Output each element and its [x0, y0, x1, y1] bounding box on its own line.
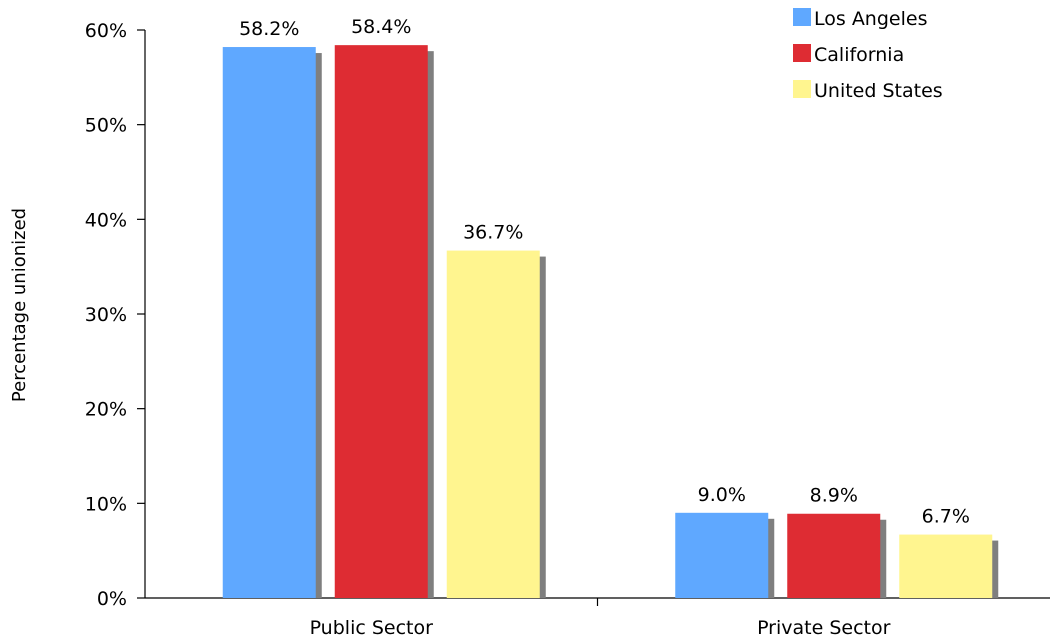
bar-california [334, 45, 428, 598]
bar-united-states [899, 534, 993, 598]
data-label: 58.4% [351, 16, 411, 38]
bar-los-angeles [222, 47, 316, 599]
y-tick-label: 20% [85, 399, 127, 421]
bar-california [787, 513, 881, 598]
y-tick-label: 50% [85, 115, 127, 137]
legend-label: California [814, 44, 904, 66]
legend-label: United States [814, 80, 943, 102]
data-label: 9.0% [698, 484, 746, 506]
legend-label: Los Angeles [814, 8, 927, 30]
y-axis-title: Percentage unionized [9, 208, 30, 402]
data-label: 6.7% [922, 506, 970, 528]
data-label: 36.7% [463, 222, 523, 244]
data-label: 58.2% [239, 18, 299, 40]
data-label: 8.9% [810, 485, 858, 507]
y-tick-label: 60% [85, 20, 127, 42]
bar-los-angeles [675, 512, 769, 598]
y-tick-label: 40% [85, 209, 127, 231]
legend-swatch [793, 80, 811, 98]
y-tick-label: 0% [97, 588, 127, 610]
y-tick-label: 10% [85, 493, 127, 515]
y-tick-label: 30% [85, 304, 127, 326]
x-category-label: Private Sector [757, 617, 891, 639]
legend-swatch [793, 44, 811, 62]
x-category-label: Public Sector [310, 617, 434, 639]
bar-united-states [446, 250, 540, 598]
legend-swatch [793, 8, 811, 26]
